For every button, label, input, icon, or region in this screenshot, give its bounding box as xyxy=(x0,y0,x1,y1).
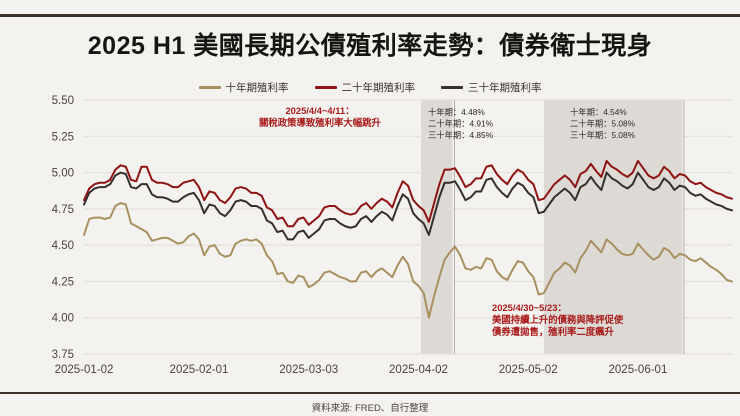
callout-left-row: 十年期：4.48% xyxy=(428,107,485,117)
x-axis-tick-labels: 2025-01-02 2025-02-01 2025-03-03 2025-04-02… xyxy=(55,364,668,374)
text-annotations: 2025/4/4~4/11：關稅政策導致殖利率大幅跳升 2025/4/30~5/2… xyxy=(259,105,624,337)
event-vertical-lines xyxy=(454,100,685,354)
value-callouts: 十年期：4.48% 二十年期：4.91%三十年期：4.85% 十年期：4.54% 二十… xyxy=(428,107,636,140)
y-tick-label: 5.50 xyxy=(52,95,74,107)
legend-swatch-10y xyxy=(198,86,221,89)
series-line-10y xyxy=(83,202,733,319)
x-tick-label: 2025-04-02 xyxy=(389,364,448,374)
y-tick-label: 4.00 xyxy=(52,313,74,325)
source-note: 資料來源: FRED、自行整理 xyxy=(311,403,429,414)
callout-right-row: 十年期：4.54% xyxy=(570,107,627,117)
legend-swatch-30y xyxy=(441,86,463,89)
x-tick-label: 2025-02-01 xyxy=(170,364,229,374)
downgrade-annotation-line: 債券遭拋售，殖利率二度飆升 xyxy=(491,326,615,337)
y-tick-label: 5.00 xyxy=(52,168,74,180)
page-title: 2025 H1 美國長期公債殖利率走勢：債券衛士現身 xyxy=(87,32,653,60)
x-tick-label: 2025-01-02 xyxy=(55,364,114,374)
x-tick-label: 2025-06-01 xyxy=(609,364,668,374)
debt-downgrade-band xyxy=(543,100,683,354)
callout-left-row: 三十年期：4.85% xyxy=(428,130,494,140)
series-line-20y xyxy=(83,159,733,228)
x-tick-label: 2025-05-02 xyxy=(499,364,558,374)
y-tick-label: 4.75 xyxy=(52,204,74,216)
series-line-30y xyxy=(83,171,733,241)
top-divider xyxy=(0,14,740,17)
tariff-annotation-line: 關稅政策導致殖利率大幅跳升 xyxy=(259,117,382,128)
y-tick-label: 4.25 xyxy=(52,276,74,288)
legend-item-20y: 二十年期殖利率 xyxy=(314,80,416,95)
tariff-annotation-line: 2025/4/4~4/11： xyxy=(285,105,354,116)
legend-label-20y: 二十年期殖利率 xyxy=(341,82,416,94)
y-tick-label: 5.25 xyxy=(52,131,74,143)
y-tick-label: 4.50 xyxy=(52,240,74,252)
bottom-divider xyxy=(0,392,740,394)
legend-item-10y: 十年期殖利率 xyxy=(198,80,289,95)
legend-label-10y: 十年期殖利率 xyxy=(225,82,289,94)
gridlines xyxy=(84,99,732,355)
y-axis-tick-labels: 3.75 4.00 4.25 4.50 4.75 5.00 5.25 5.50 xyxy=(52,95,74,361)
downgrade-annotation-line: 美國持續上升的債務與降評促使 xyxy=(492,314,624,325)
chart-plot-area: 3.75 4.00 4.25 4.50 4.75 5.00 5.25 5.50 2025-01… xyxy=(0,92,740,374)
chart-legend: 十年期殖利率 二十年期殖利率 三十年期殖利率 xyxy=(0,80,740,95)
legend-item-30y: 三十年期殖利率 xyxy=(441,80,542,95)
shaded-bands xyxy=(421,100,683,354)
x-tick-label: 2025-03-03 xyxy=(279,364,338,374)
legend-label-30y: 三十年期殖利率 xyxy=(468,82,542,94)
downgrade-annotation-line: 2025/4/30~5/23： xyxy=(492,302,567,313)
series-lines xyxy=(83,159,733,319)
callout-left-row: 二十年期：4.91% xyxy=(428,119,494,129)
legend-swatch-20y xyxy=(314,86,337,89)
callout-right-row: 三十年期：5.08% xyxy=(570,130,636,140)
callout-right-row: 二十年期：5.08% xyxy=(570,119,636,129)
y-tick-label: 3.75 xyxy=(52,349,74,361)
yield-curve-chart: 3.75 4.00 4.25 4.50 4.75 5.00 5.25 5.50 2025-01… xyxy=(52,95,733,374)
